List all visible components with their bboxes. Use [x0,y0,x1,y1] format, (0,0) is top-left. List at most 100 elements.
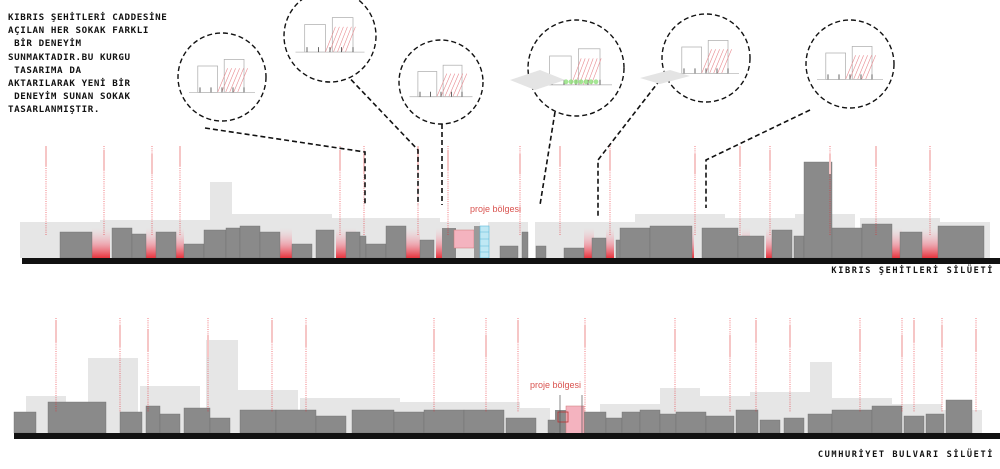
street-opening-glow [766,228,774,258]
street-marker-tag [151,154,153,174]
street-marker-tag [363,154,365,174]
sketch-hatch [853,55,864,80]
street-marker-tag [271,320,273,342]
dark-building [225,227,241,259]
sketch-planting [563,79,569,85]
dark-building [59,231,93,259]
vignette [398,39,484,125]
dark-building [639,409,661,434]
street-marker-tag [45,146,47,166]
street-marker-tag [674,330,676,352]
sketch-hatch [586,58,598,85]
street-marker-tag [859,330,861,352]
dark-building [771,229,793,259]
dark-building [583,411,607,434]
dark-building [701,227,739,259]
sketch-hatch [440,73,452,97]
street-marker-tag [485,335,487,357]
sketch-planting [568,79,574,85]
street-marker-tag [755,320,757,342]
dark-building [155,231,177,259]
vignette-frame [527,19,625,117]
project-area-label-bottom: proje bölgesi [530,380,581,390]
dark-building [183,407,211,434]
dark-building [291,243,313,259]
street-marker-tag [417,146,419,166]
project-area-label-top: proje bölgesi [470,204,521,214]
sketch-hatch [345,26,356,53]
dark-building [871,405,903,434]
sketch-hatch [456,73,468,97]
street-marker-tag [305,325,307,347]
dark-building [505,417,537,434]
foreground-buildings [13,399,973,434]
street-opening-glow [146,228,156,258]
sketch-hatch [721,49,732,74]
dark-building [547,419,557,434]
street-marker-tag [875,146,877,166]
sketch-slab [640,70,690,84]
vignette-frame [661,13,751,103]
sketch-planting [573,79,579,85]
sketch-hatch [217,68,228,93]
vignette [661,13,751,103]
street-marker-tag [55,320,57,342]
dark-building [649,225,693,259]
sketch-planting [593,79,599,85]
street-marker-tag [901,335,903,357]
street-marker-tag [339,150,341,170]
dark-building [925,413,945,434]
sketch-slab [510,70,565,90]
project-area [555,395,585,435]
dark-building [203,229,227,259]
dark-building [945,399,973,434]
intro-text: KIBRIS ŞEHİTLERİ CADDESİNE AÇILAN HER SO… [8,12,168,116]
vignette-frame [177,32,267,122]
dark-building [351,409,395,434]
street-marker-tag [929,150,931,170]
street-marker-tag [103,150,105,170]
dark-building [183,243,205,259]
street-marker-tag [207,335,209,357]
dark-building [159,413,181,434]
dark-building [423,409,465,434]
dark-building [259,231,281,259]
sketch-hatch [329,26,340,53]
street-vignettes [177,0,895,125]
dark-building [803,161,833,259]
street-marker-tag [789,325,791,347]
dark-building [605,417,623,434]
street-marker-tag [517,320,519,342]
street-opening-glow [606,228,614,258]
sketch-hatch [337,26,348,53]
vignette-frame [398,39,484,125]
dark-building [419,239,435,259]
sketch-hatch [341,26,352,53]
street-marker-tag [694,154,696,174]
light-building [206,340,238,433]
sketch-hatch [857,55,868,80]
dark-building [899,231,923,259]
dark-building [831,409,873,434]
sketch-planting [583,79,589,85]
sketch-hatch [701,49,712,74]
sketch-hatch [444,73,456,97]
sketch-hatch [717,49,728,74]
street-marker-tag [729,335,731,357]
cumhuriyet-bulvari-silhouette: proje bölgesi [13,318,1000,439]
sketch-hatch [436,73,448,97]
sketch-hatch [452,73,464,97]
dark-building [737,235,765,259]
project-area [442,225,490,259]
street-opening-glow [406,228,420,258]
sketch-planting [588,79,594,85]
street-marker-tag [559,146,561,166]
street-marker-tag [147,330,149,352]
dark-building [521,231,529,259]
dark-building [759,419,781,434]
street-marker-tag [739,146,741,166]
sketch-planting [578,79,584,85]
vignette [283,0,377,83]
street-marker-tag [584,325,586,347]
